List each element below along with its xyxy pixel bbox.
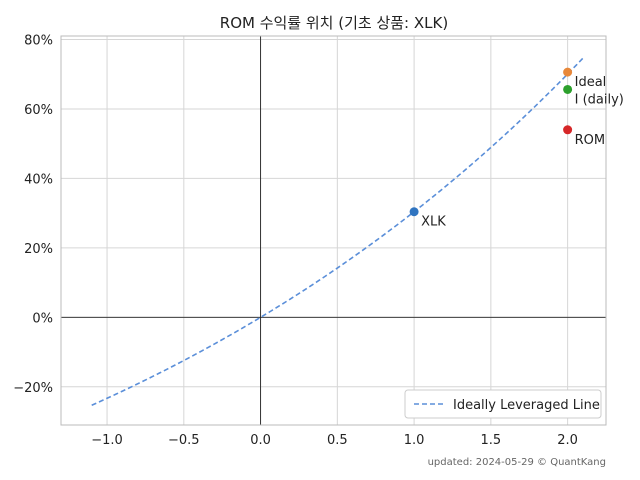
y-tick-label: 0% xyxy=(32,311,53,326)
y-tick-label: 60% xyxy=(24,103,53,118)
legend-box xyxy=(404,389,602,419)
legend-label: Ideally Leveraged Line xyxy=(453,398,600,413)
point-label: Ideal xyxy=(575,75,607,90)
x-tick-label: 1.5 xyxy=(481,433,502,448)
chart-title: ROM 수익률 위치 (기초 상품: XLK) xyxy=(220,14,448,32)
footer-note: updated: 2024-05-29 © QuantKang xyxy=(428,457,606,468)
y-tick-labels: −20% 0% 20% 40% 60% 80% xyxy=(13,33,53,395)
plot-frame xyxy=(60,35,607,426)
x-tick-label: 1.0 xyxy=(404,433,425,448)
ideally-leveraged-line xyxy=(91,57,584,407)
zero-axes xyxy=(61,36,606,425)
x-tick-label: 0.5 xyxy=(327,433,348,448)
x-tick-label: −1.0 xyxy=(91,433,123,448)
y-tick-label: 80% xyxy=(24,33,53,48)
point-ideal xyxy=(563,67,573,77)
x-tick-labels: −1.0 −0.5 0.0 0.5 1.0 1.5 2.0 xyxy=(91,433,578,448)
point-xlk xyxy=(409,207,419,217)
y-tick-label: 40% xyxy=(24,172,53,187)
x-tick-label: −0.5 xyxy=(168,433,200,448)
y-tick-label: −20% xyxy=(13,381,53,396)
x-tick-label: 2.0 xyxy=(557,433,578,448)
point-label: I (daily) xyxy=(575,92,624,107)
y-tick-label: 20% xyxy=(24,242,53,257)
x-tick-label: 0.0 xyxy=(250,433,271,448)
point-label: ROM xyxy=(575,133,605,148)
point-i-daily xyxy=(563,84,573,94)
legend: Ideally Leveraged Line xyxy=(404,389,602,419)
point-label: XLK xyxy=(421,215,446,230)
point-rom xyxy=(563,125,573,135)
data-points: XLK Ideal I (daily) ROM xyxy=(409,67,624,230)
grid xyxy=(61,36,606,425)
